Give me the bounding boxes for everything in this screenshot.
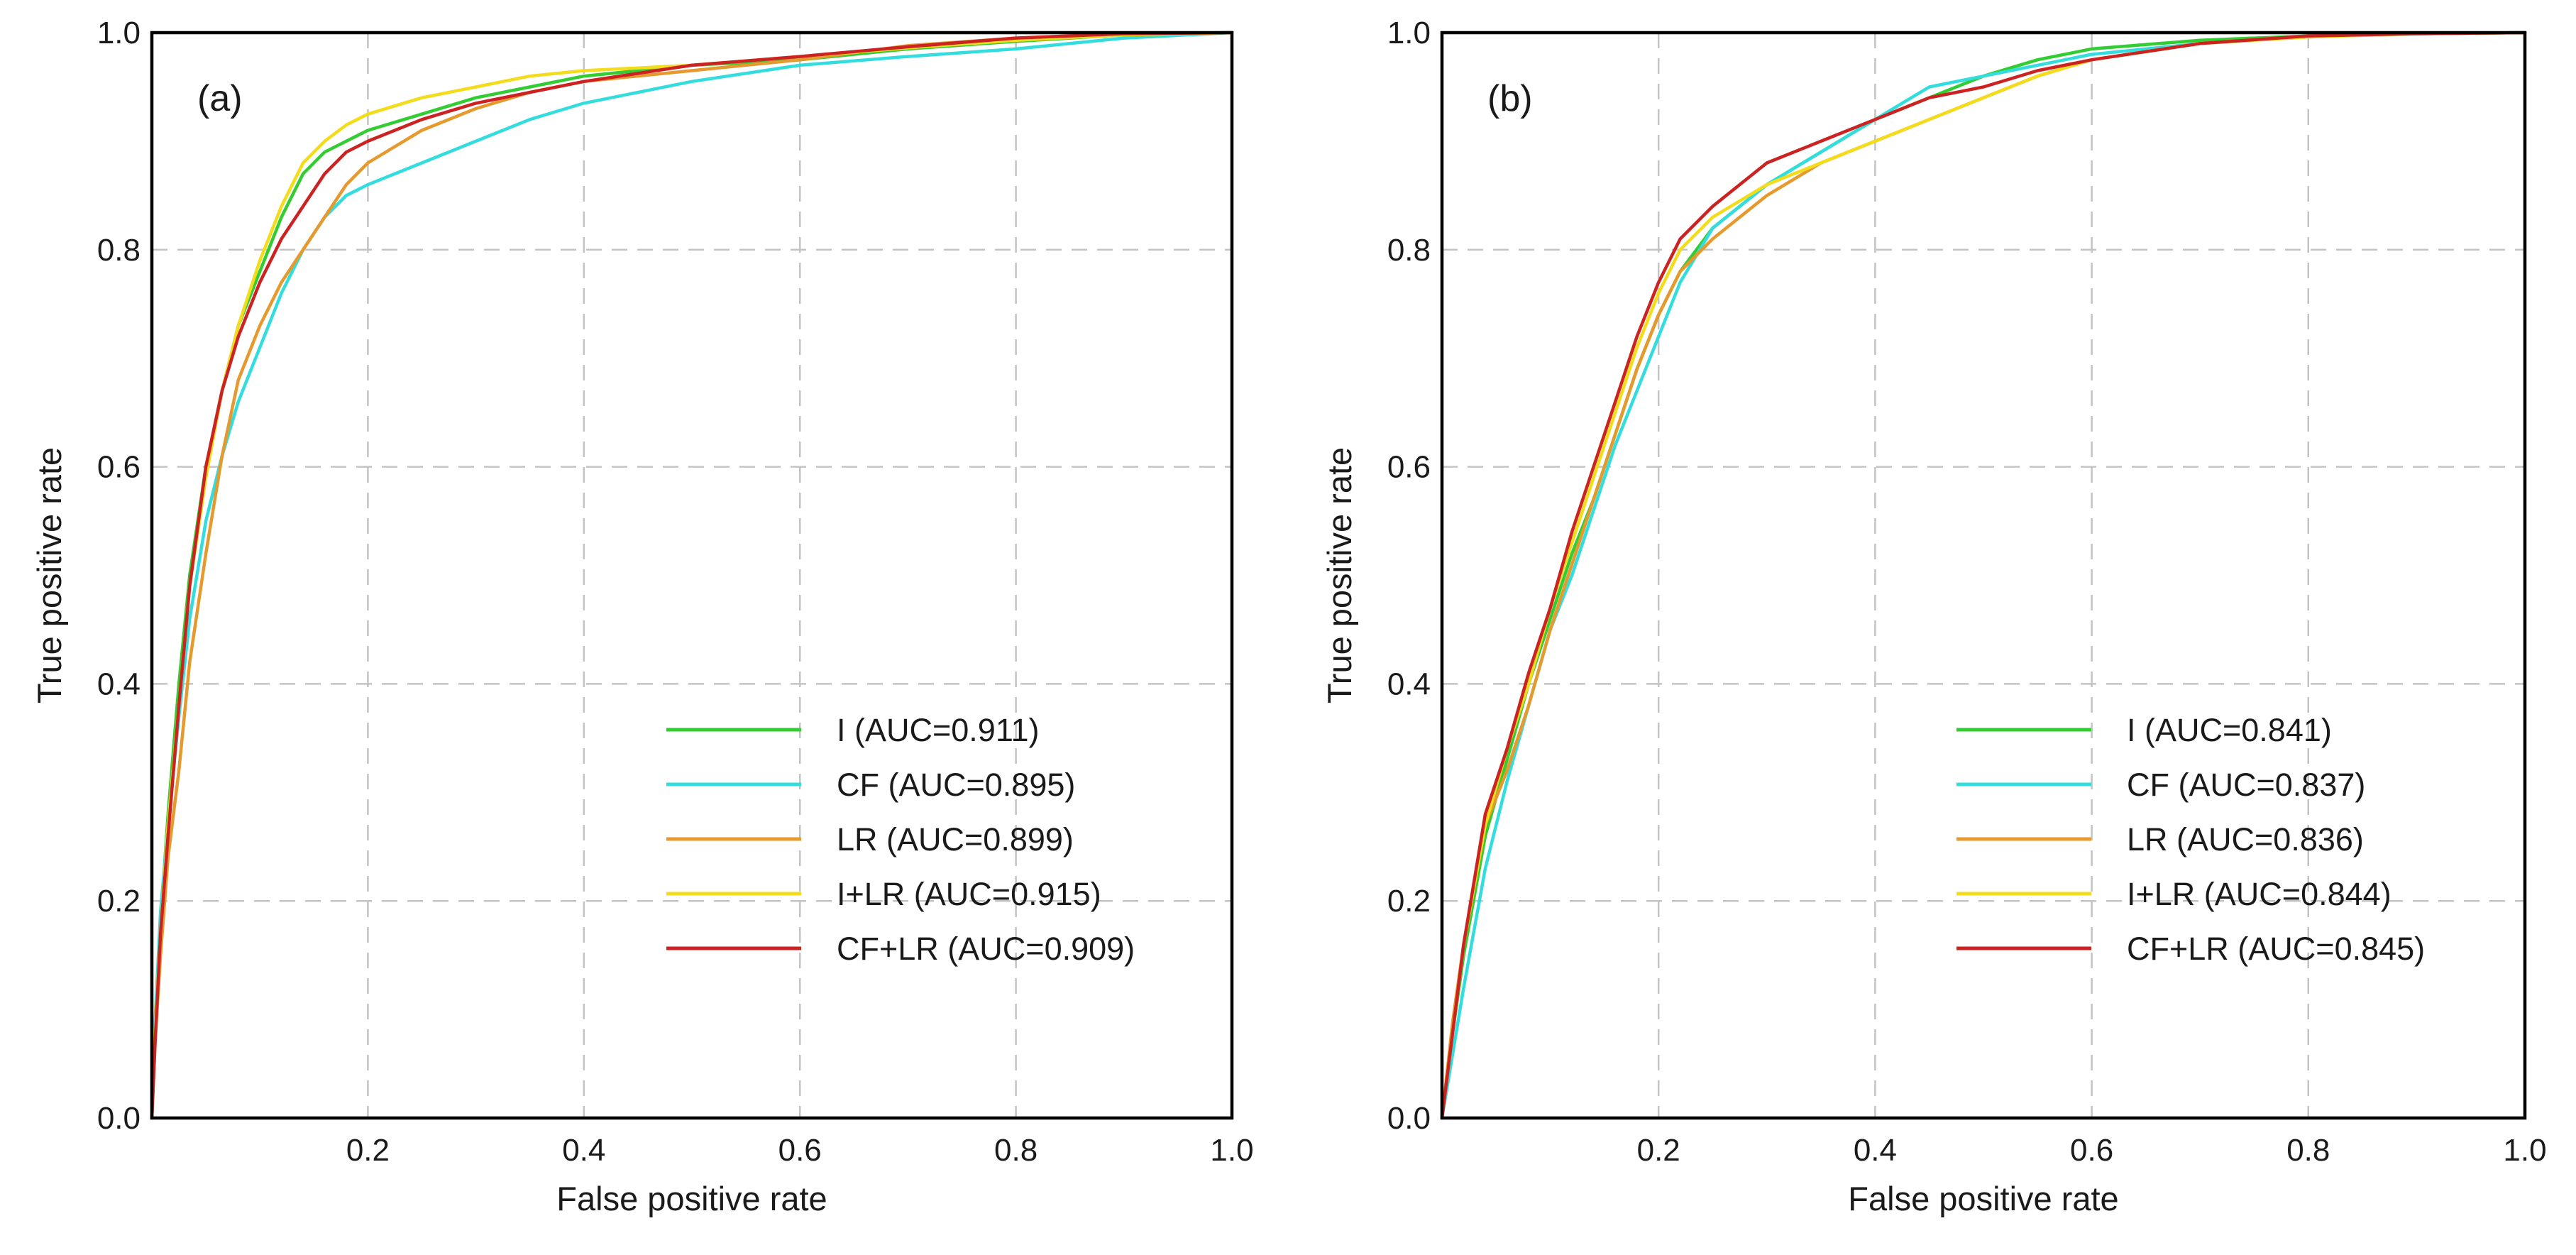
plot-frame-b (1440, 31, 2527, 1120)
y-tick-label-b: 1.0 (1387, 16, 1431, 50)
x-tick-label-b: 0.4 (1854, 1133, 1897, 1168)
y-axis-label-a: True positive rate (31, 447, 68, 703)
legend-label-a: LR (AUC=0.899) (837, 821, 1074, 857)
panel-label-a: (a) (197, 78, 243, 119)
x-tick-label-b: 0.8 (2286, 1133, 2330, 1168)
x-tick-label-a: 0.8 (994, 1133, 1037, 1168)
legend-label-a: CF (AUC=0.895) (837, 767, 1075, 803)
y-tick-label-a: 0.6 (97, 450, 141, 485)
roc-curve-cf-plus-lr-a (150, 31, 1234, 1120)
y-tick-label-b: 0.8 (1387, 233, 1431, 268)
x-tick-label-a: 0.6 (778, 1133, 822, 1168)
legend-label-b: CF+LR (AUC=0.845) (2127, 931, 2425, 967)
x-tick-label-a: 1.0 (1210, 1133, 1253, 1168)
x-tick-label-b: 0.6 (2070, 1133, 2113, 1168)
legend-label-b: I+LR (AUC=0.844) (2127, 876, 2391, 912)
y-tick-label-b: 0.0 (1387, 1101, 1431, 1136)
x-tick-label-a: 0.2 (346, 1133, 390, 1168)
roc-curve-cf-b (1440, 31, 2527, 1120)
legend-label-b: I (AUC=0.841) (2127, 712, 2332, 748)
y-tick-label-b: 0.2 (1387, 884, 1431, 919)
x-tick-label-b: 1.0 (2503, 1133, 2546, 1168)
plot-area-a (152, 33, 1232, 1118)
x-axis-label-b: False positive rate (1848, 1180, 2118, 1217)
roc-panel-a: 0.2 0.4 0.6 0.8 1.0 0.0 0.2 0.4 0.6 0.8 1.0 False p… (31, 16, 1254, 1217)
legend-label-a: I (AUC=0.911) (837, 712, 1040, 748)
x-axis-label-a: False positive rate (556, 1180, 827, 1217)
y-tick-label-b: 0.6 (1387, 450, 1431, 485)
y-tick-label-a: 0.0 (97, 1101, 141, 1136)
legend-label-b: CF (AUC=0.837) (2127, 767, 2365, 803)
y-tick-label-b: 0.4 (1387, 667, 1431, 701)
plot-area-b (1442, 33, 2525, 1118)
legend-label-a: CF+LR (AUC=0.909) (837, 931, 1135, 967)
panel-label-b: (b) (1487, 78, 1533, 119)
y-tick-label-a: 0.2 (97, 884, 141, 919)
y-axis-label-b: True positive rate (1321, 447, 1358, 703)
x-tick-label-b: 0.2 (1637, 1133, 1680, 1168)
roc-curve-lr-a (150, 31, 1234, 1120)
x-tick-label-a: 0.4 (562, 1133, 605, 1168)
roc-curve-cf-plus-lr-b (1440, 31, 2527, 1120)
y-tick-label-a: 0.8 (97, 233, 141, 268)
y-tick-label-a: 1.0 (97, 16, 141, 50)
roc-panel-b: 0.2 0.4 0.6 0.8 1.0 0.0 0.2 0.4 0.6 0.8 1.0 False p… (1321, 16, 2547, 1217)
plot-frame-a (150, 31, 1234, 1120)
legend-label-a: I+LR (AUC=0.915) (837, 876, 1101, 912)
legend-label-b: LR (AUC=0.836) (2127, 821, 2364, 857)
y-tick-label-a: 0.4 (97, 667, 141, 701)
